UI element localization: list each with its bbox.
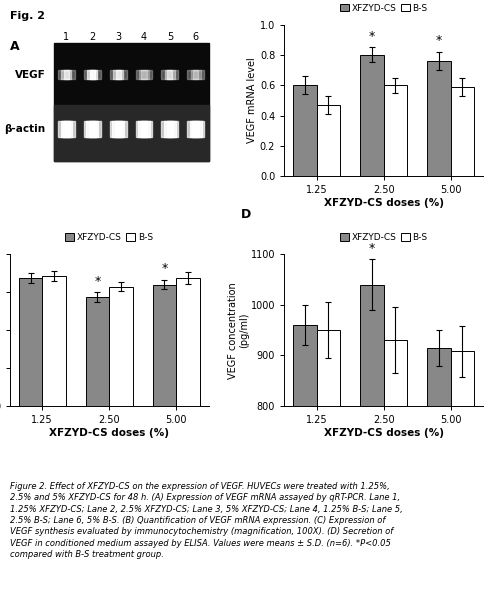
Bar <box>193 70 198 80</box>
Bar <box>360 284 384 613</box>
Bar <box>141 121 147 137</box>
Bar <box>187 121 204 137</box>
Bar <box>84 70 101 80</box>
Bar <box>112 121 124 137</box>
Bar <box>450 351 474 613</box>
Bar <box>19 278 42 406</box>
Bar <box>317 105 340 176</box>
Bar <box>84 121 101 137</box>
Text: *: * <box>369 29 375 43</box>
Bar <box>384 85 407 176</box>
Text: β-actin: β-actin <box>4 124 45 134</box>
Bar <box>167 70 172 80</box>
Bar <box>192 121 199 137</box>
Text: 3: 3 <box>115 32 121 42</box>
X-axis label: XFZYD-CS doses (%): XFZYD-CS doses (%) <box>49 428 169 438</box>
Bar <box>164 121 176 137</box>
Bar <box>427 348 450 613</box>
Text: VEGF: VEGF <box>15 70 45 80</box>
Text: A: A <box>10 40 20 53</box>
Bar <box>165 70 175 80</box>
Bar <box>109 286 133 406</box>
Text: 6: 6 <box>193 32 199 42</box>
Bar <box>317 330 340 613</box>
Text: 5: 5 <box>167 32 173 42</box>
Y-axis label: VEGF concentration
(pg/ml): VEGF concentration (pg/ml) <box>228 282 249 378</box>
Text: Fig. 2: Fig. 2 <box>10 12 45 21</box>
Bar <box>153 284 176 406</box>
Bar <box>190 121 202 137</box>
Bar <box>166 121 173 137</box>
Bar <box>58 121 75 137</box>
Bar <box>136 121 152 137</box>
Bar <box>87 70 97 80</box>
Bar <box>139 70 149 80</box>
Bar <box>89 121 96 137</box>
Text: 1: 1 <box>63 32 69 42</box>
Bar <box>450 86 474 176</box>
Bar <box>63 121 70 137</box>
Legend: XFZYD-CS, B-S: XFZYD-CS, B-S <box>338 2 429 14</box>
Bar <box>110 121 126 137</box>
X-axis label: XFZYD-CS doses (%): XFZYD-CS doses (%) <box>324 198 444 208</box>
Y-axis label: VEGF mRNA level: VEGF mRNA level <box>247 58 257 143</box>
Bar <box>136 70 152 80</box>
Bar <box>54 105 209 161</box>
Legend: XFZYD-CS, B-S: XFZYD-CS, B-S <box>338 232 429 244</box>
Text: *: * <box>436 34 442 47</box>
Bar <box>54 43 209 161</box>
Bar <box>427 61 450 176</box>
Bar <box>360 55 384 176</box>
Bar <box>110 70 126 80</box>
Bar <box>176 278 200 406</box>
Text: *: * <box>369 242 375 255</box>
Bar <box>86 297 109 406</box>
Text: *: * <box>94 275 101 287</box>
Bar <box>293 325 317 613</box>
Bar <box>64 70 69 80</box>
Text: Figure 2. Effect of XFZYD-CS on the expression of VEGF. HUVECs were treated with: Figure 2. Effect of XFZYD-CS on the expr… <box>10 482 403 559</box>
Bar <box>61 121 72 137</box>
Bar <box>162 70 178 80</box>
Text: 4: 4 <box>141 32 147 42</box>
Bar <box>162 121 178 137</box>
Bar <box>58 70 75 80</box>
X-axis label: XFZYD-CS doses (%): XFZYD-CS doses (%) <box>324 428 444 438</box>
Bar <box>113 70 123 80</box>
Bar <box>115 121 122 137</box>
Bar <box>61 70 71 80</box>
Bar <box>142 70 146 80</box>
Bar <box>384 340 407 613</box>
Bar <box>42 276 66 406</box>
Bar <box>293 85 317 176</box>
Text: *: * <box>162 262 167 275</box>
Bar <box>187 70 204 80</box>
Bar <box>116 70 121 80</box>
Text: D: D <box>241 208 251 221</box>
Bar <box>191 70 201 80</box>
Bar <box>138 121 150 137</box>
Legend: XFZYD-CS, B-S: XFZYD-CS, B-S <box>63 232 155 244</box>
Bar <box>86 121 98 137</box>
Bar <box>90 70 95 80</box>
Text: 2: 2 <box>89 32 96 42</box>
